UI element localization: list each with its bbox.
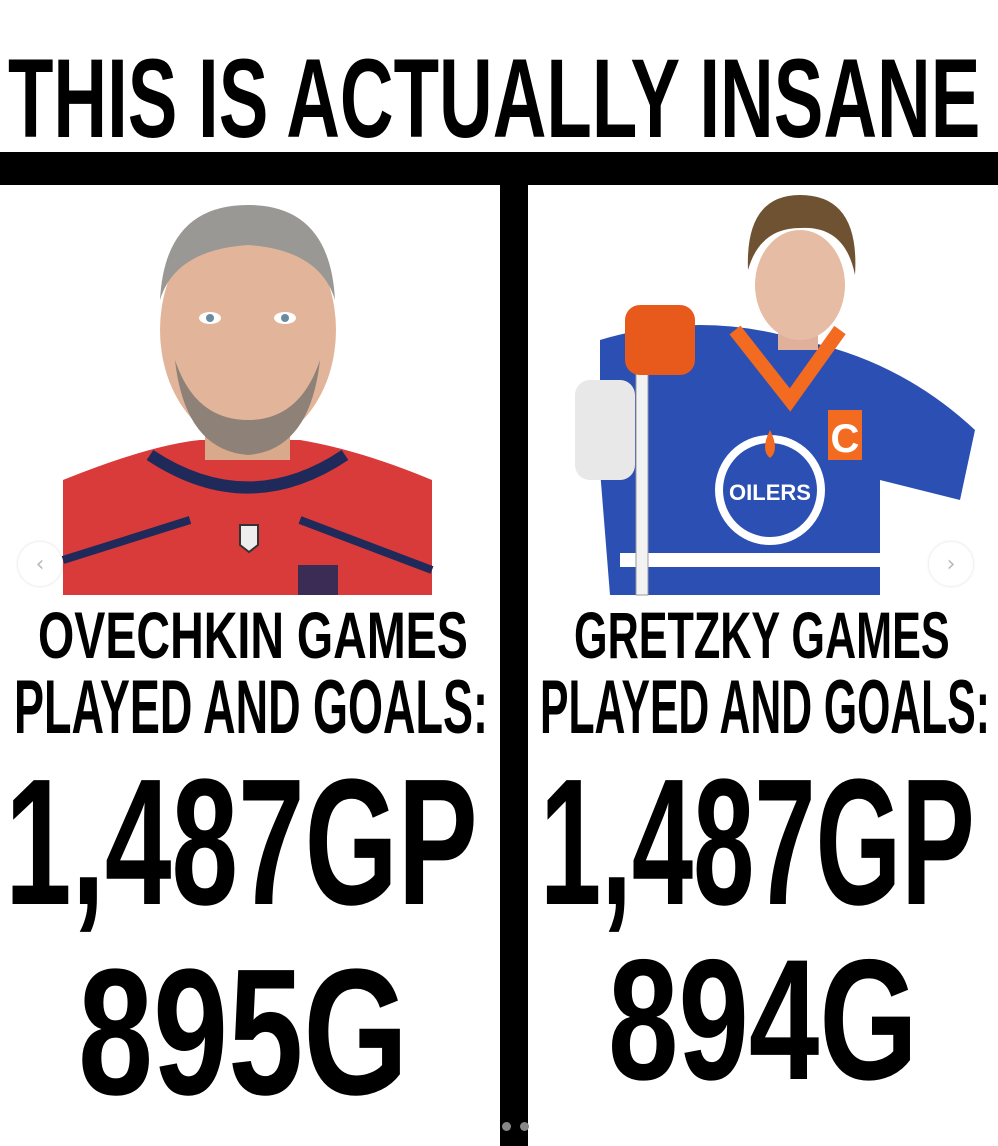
left-heading-line1: OVECHKIN GAMES bbox=[38, 598, 468, 672]
gretzky-photo: OILERS C bbox=[570, 190, 980, 596]
right-games-played: 1,487GP bbox=[540, 742, 975, 943]
header-divider-bar bbox=[0, 152, 998, 185]
oilers-logo-text: OILERS bbox=[729, 480, 811, 505]
carousel-next-button[interactable]: › bbox=[929, 542, 973, 586]
carousel-dot-1[interactable] bbox=[502, 1122, 511, 1131]
ovechkin-photo bbox=[61, 195, 434, 595]
right-heading-line2: PLAYED AND GOALS: bbox=[540, 665, 990, 750]
carousel-prev-button[interactable]: ‹ bbox=[18, 542, 62, 586]
chevron-right-icon: › bbox=[946, 551, 956, 577]
center-divider bbox=[500, 185, 528, 1146]
right-goals: 894G bbox=[608, 924, 918, 1116]
meme-title: THIS IS ACTUALLY INSANE bbox=[8, 36, 981, 161]
chevron-left-icon: ‹ bbox=[35, 551, 45, 577]
carousel-dot-2[interactable] bbox=[520, 1122, 529, 1131]
captain-letter: C bbox=[831, 417, 860, 461]
left-games-played: 1,487GP bbox=[5, 742, 478, 943]
left-goals: 895G bbox=[78, 932, 409, 1133]
right-heading-line1: GRETZKY GAMES bbox=[574, 598, 950, 672]
left-heading-line2: PLAYED AND GOALS: bbox=[14, 665, 488, 750]
